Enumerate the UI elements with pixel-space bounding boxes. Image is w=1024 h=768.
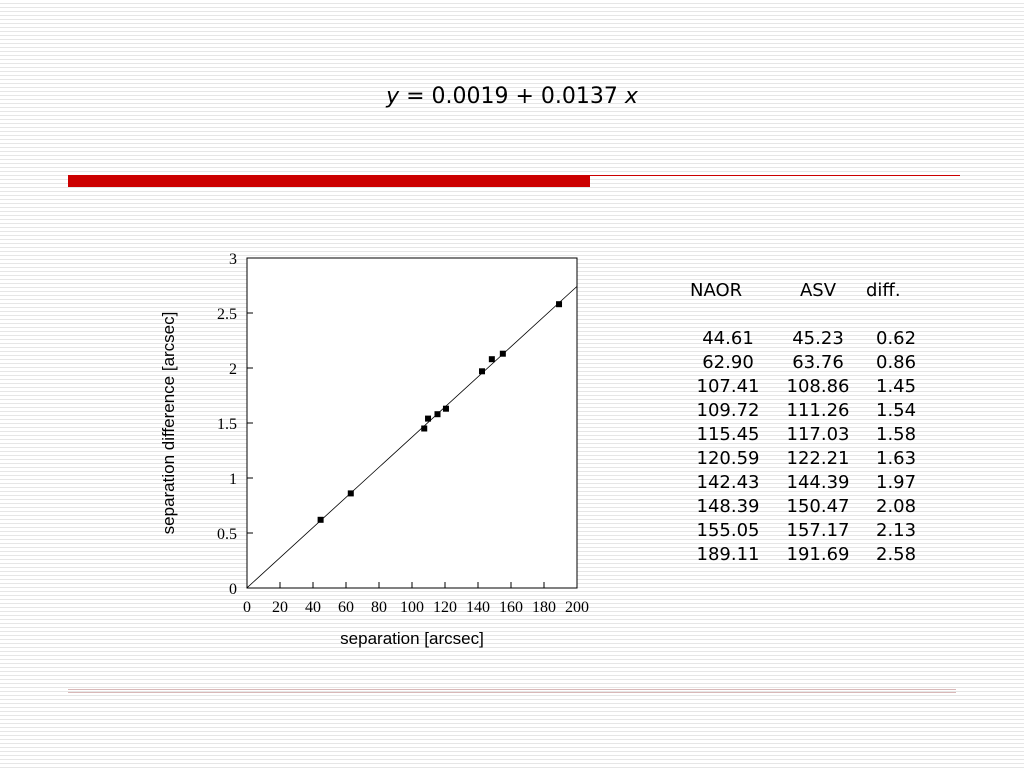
y-tick-label: 2 — [229, 361, 237, 378]
cell-naor: 44.61 — [702, 328, 754, 349]
data-point-1 — [317, 516, 324, 523]
x-tick-label: 20 — [272, 599, 288, 616]
cell-naor: 107.41 — [696, 376, 760, 397]
table-row: 109.72 111.26 1.54 — [682, 399, 940, 423]
data-point-9 — [499, 350, 506, 357]
table-row: 115.45 117.03 1.58 — [682, 423, 940, 447]
y-tick-label: 1.5 — [217, 416, 237, 433]
cell-naor: 148.39 — [696, 496, 760, 517]
data-points — [317, 301, 563, 523]
equation-expression: = 0.0019 + 0.0137 — [399, 84, 625, 109]
x-axis-label: separation [arcsec] — [340, 629, 484, 648]
table-spacer — [682, 303, 940, 327]
scatter-chart: 0 20 40 60 80 100 120 140 160 180 200 0 0.5 1 1.5 2 2.5… — [159, 251, 589, 648]
header-naor: NAOR — [690, 280, 743, 301]
accent-rule — [590, 175, 960, 176]
header-diff: diff. — [866, 280, 901, 301]
data-point-2 — [347, 490, 354, 497]
cell-diff: 0.62 — [876, 328, 917, 349]
table-row: 155.05 157.17 2.13 — [682, 519, 940, 543]
x-tick-label: 160 — [499, 599, 523, 616]
cell-asv: 157.17 — [786, 520, 850, 541]
cell-naor: 189.11 — [696, 544, 760, 565]
x-tick-label: 140 — [466, 599, 490, 616]
table-row: 107.41 108.86 1.45 — [682, 375, 940, 399]
data-point-6 — [442, 405, 449, 412]
x-tick-label: 60 — [338, 599, 354, 616]
data-point-7 — [479, 368, 486, 375]
cell-asv: 191.69 — [786, 544, 850, 565]
table-row: 44.61 45.23 0.62 — [682, 327, 940, 351]
table-row: 142.43 144.39 1.97 — [682, 471, 940, 495]
fit-line — [246, 286, 578, 589]
cell-asv: 144.39 — [786, 472, 850, 493]
y-axis-label: separation difference [arcsec] — [159, 312, 178, 535]
x-tick-label: 120 — [433, 599, 457, 616]
cell-naor: 120.59 — [696, 448, 760, 469]
cell-diff: 2.58 — [876, 544, 917, 565]
cell-naor: 115.45 — [696, 424, 760, 445]
data-table: NAOR ASV diff. 44.61 45.23 0.62 62.90 63.76… — [682, 279, 940, 567]
cell-asv: 150.47 — [786, 496, 850, 517]
header-asv: ASV — [799, 280, 837, 301]
data-point-10 — [556, 301, 563, 308]
cell-diff: 1.54 — [876, 400, 917, 421]
table-row: 148.39 150.47 2.08 — [682, 495, 940, 519]
cell-asv: 117.03 — [786, 424, 850, 445]
cell-diff: 1.45 — [876, 376, 917, 397]
y-axis: 0 0.5 1 1.5 2 2.5 3 — [217, 251, 253, 598]
data-point-3 — [421, 425, 428, 432]
footer-rule — [68, 692, 956, 693]
cell-diff: 1.58 — [876, 424, 917, 445]
cell-asv: 111.26 — [786, 400, 850, 421]
y-tick-label: 0.5 — [217, 526, 237, 543]
accent-bar — [68, 175, 590, 187]
cell-diff: 1.63 — [876, 448, 917, 469]
y-tick-label: 2.5 — [217, 306, 237, 323]
footer-rule — [68, 689, 956, 690]
x-axis: 0 20 40 60 80 100 120 140 160 180 200 — [243, 582, 589, 616]
y-tick-label: 1 — [229, 471, 237, 488]
data-point-8 — [488, 356, 495, 363]
x-tick-label: 40 — [305, 599, 321, 616]
table-row: 120.59 122.21 1.63 — [682, 447, 940, 471]
y-tick-label: 3 — [229, 251, 237, 268]
equation-y-var: y — [386, 84, 400, 109]
cell-diff: 1.97 — [876, 472, 917, 493]
cell-asv: 63.76 — [792, 352, 844, 373]
y-tick-label: 0 — [229, 581, 237, 598]
x-tick-label: 180 — [532, 599, 556, 616]
cell-naor: 155.05 — [696, 520, 760, 541]
x-tick-label: 80 — [371, 599, 387, 616]
table-row: 62.90 63.76 0.86 — [682, 351, 940, 375]
x-tick-label: 200 — [565, 599, 589, 616]
table-row: 189.11 191.69 2.58 — [682, 543, 940, 567]
cell-asv: 108.86 — [786, 376, 850, 397]
cell-diff: 2.08 — [876, 496, 917, 517]
cell-naor: 142.43 — [696, 472, 760, 493]
plot-frame — [246, 257, 578, 589]
data-point-4 — [425, 415, 432, 422]
table-header-row: NAOR ASV diff. — [682, 279, 940, 303]
cell-diff: 2.13 — [876, 520, 917, 541]
cell-naor: 62.90 — [702, 352, 754, 373]
x-tick-label: 100 — [400, 599, 424, 616]
data-point-5 — [434, 411, 441, 418]
regression-equation: y = 0.0019 + 0.0137 x — [0, 84, 1024, 109]
equation-x-var: x — [624, 84, 638, 109]
cell-asv: 45.23 — [792, 328, 844, 349]
cell-naor: 109.72 — [696, 400, 760, 421]
cell-asv: 122.21 — [786, 448, 850, 469]
cell-diff: 0.86 — [876, 352, 917, 373]
x-tick-label: 0 — [243, 599, 251, 616]
